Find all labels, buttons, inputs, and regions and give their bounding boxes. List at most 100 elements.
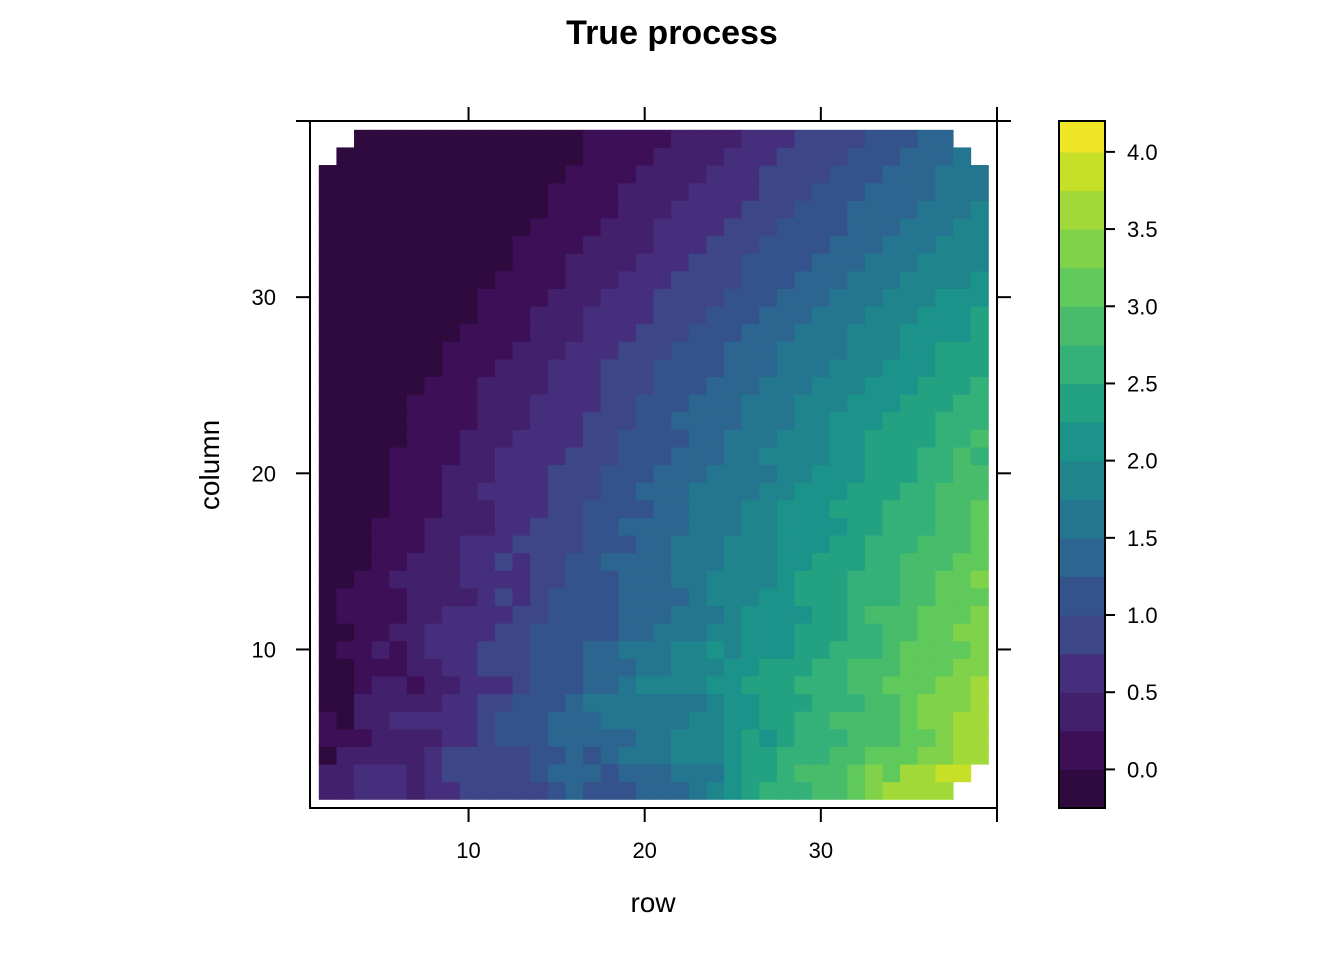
heatmap-cell bbox=[406, 217, 426, 237]
heatmap-cell bbox=[354, 728, 373, 747]
heatmap-cell bbox=[336, 464, 355, 483]
heatmap-cell bbox=[336, 499, 355, 518]
heatmap-cell bbox=[459, 552, 478, 571]
heatmap-cell bbox=[723, 358, 743, 378]
heatmap-cell bbox=[900, 147, 919, 166]
heatmap-cell bbox=[900, 623, 919, 642]
heatmap-cell bbox=[442, 746, 461, 765]
heatmap-cell bbox=[759, 658, 778, 677]
heatmap-cell bbox=[759, 499, 778, 518]
heatmap-cell bbox=[794, 288, 813, 307]
heatmap-cell bbox=[882, 517, 901, 536]
heatmap-cell bbox=[776, 253, 796, 272]
heatmap-cell bbox=[723, 376, 743, 395]
heatmap-cell bbox=[477, 200, 496, 219]
heatmap-cell bbox=[900, 763, 919, 783]
heatmap-cell bbox=[688, 429, 707, 448]
heatmap-cell bbox=[829, 429, 848, 448]
heatmap-cell bbox=[812, 711, 831, 730]
heatmap-cell bbox=[565, 165, 584, 184]
heatmap-cell bbox=[635, 570, 655, 589]
heatmap-cell bbox=[583, 305, 602, 325]
heatmap-cell bbox=[530, 587, 549, 607]
heatmap-cell bbox=[442, 394, 461, 413]
colorbar-swatch bbox=[1059, 190, 1105, 230]
heatmap-cell bbox=[706, 517, 725, 536]
heatmap-cell bbox=[917, 499, 936, 518]
heatmap-cell bbox=[477, 358, 496, 378]
heatmap-cell bbox=[354, 623, 373, 642]
heatmap-cell bbox=[512, 517, 531, 536]
heatmap-cell bbox=[900, 358, 919, 378]
heatmap-cell bbox=[882, 605, 901, 624]
colorbar-tick-label: 1.5 bbox=[1127, 526, 1158, 551]
heatmap-cell bbox=[583, 411, 602, 430]
heatmap-cell bbox=[864, 728, 884, 747]
heatmap-cell bbox=[653, 623, 672, 642]
heatmap-cell bbox=[759, 235, 778, 254]
heatmap-cell bbox=[318, 711, 338, 730]
heatmap-cell bbox=[723, 323, 743, 342]
heatmap-cell bbox=[935, 711, 954, 730]
heatmap-cell bbox=[759, 182, 778, 201]
heatmap-cell bbox=[424, 253, 443, 272]
heatmap-cell bbox=[424, 534, 443, 554]
heatmap-cell bbox=[459, 394, 478, 413]
heatmap-cell bbox=[406, 446, 426, 466]
heatmap-cell bbox=[354, 587, 373, 607]
heatmap-cell bbox=[952, 728, 972, 747]
heatmap-cell bbox=[600, 323, 619, 342]
heatmap-cell bbox=[759, 147, 778, 166]
heatmap-cell bbox=[442, 129, 461, 149]
heatmap-cell bbox=[371, 446, 390, 466]
heatmap-cell bbox=[371, 358, 390, 378]
heatmap-cell bbox=[812, 129, 831, 149]
heatmap-cell bbox=[336, 288, 355, 307]
heatmap-cell bbox=[354, 411, 373, 430]
heatmap-cell bbox=[477, 341, 496, 360]
heatmap-cell bbox=[970, 200, 989, 219]
heatmap-cell bbox=[917, 763, 936, 783]
heatmap-cell bbox=[635, 746, 655, 765]
heatmap-cell bbox=[336, 517, 355, 536]
heatmap-cell bbox=[442, 534, 461, 554]
heatmap-cell bbox=[354, 763, 373, 783]
heatmap-cell bbox=[477, 570, 496, 589]
heatmap-cell bbox=[618, 411, 637, 430]
heatmap-cell bbox=[917, 517, 936, 536]
heatmap-cell bbox=[442, 323, 461, 342]
heatmap-cell bbox=[635, 305, 655, 325]
colorbar-swatch bbox=[1059, 229, 1105, 269]
heatmap-cell bbox=[424, 200, 443, 219]
heatmap-cell bbox=[442, 693, 461, 712]
heatmap-cell bbox=[829, 517, 848, 536]
heatmap-cell bbox=[635, 640, 655, 659]
heatmap-cell bbox=[512, 270, 531, 289]
heatmap-cell bbox=[547, 658, 567, 677]
heatmap-cell bbox=[671, 288, 690, 307]
heatmap-cell bbox=[354, 288, 373, 307]
heatmap-cell bbox=[706, 165, 725, 184]
heatmap-cell bbox=[530, 182, 549, 201]
heatmap-cell bbox=[864, 147, 884, 166]
heatmap-cell bbox=[600, 534, 619, 554]
heatmap-cell bbox=[442, 446, 461, 466]
heatmap-cell bbox=[935, 446, 954, 466]
heatmap-cell bbox=[882, 446, 901, 466]
heatmap-cell bbox=[723, 499, 743, 518]
heatmap-cell bbox=[635, 182, 655, 201]
heatmap-cell bbox=[618, 464, 637, 483]
heatmap-cell bbox=[600, 711, 619, 730]
heatmap-cell bbox=[829, 499, 848, 518]
heatmap-cell bbox=[776, 358, 796, 378]
heatmap-cell bbox=[829, 411, 848, 430]
heatmap-cell bbox=[512, 570, 531, 589]
heatmap-cell bbox=[547, 746, 567, 765]
heatmap-cell bbox=[970, 605, 989, 624]
heatmap-cell bbox=[970, 570, 989, 589]
heatmap-cell bbox=[794, 675, 813, 695]
heatmap-cell bbox=[917, 446, 936, 466]
colorbar-swatch bbox=[1059, 576, 1105, 616]
heatmap-cell bbox=[829, 711, 848, 730]
heatmap-cell bbox=[318, 394, 338, 413]
